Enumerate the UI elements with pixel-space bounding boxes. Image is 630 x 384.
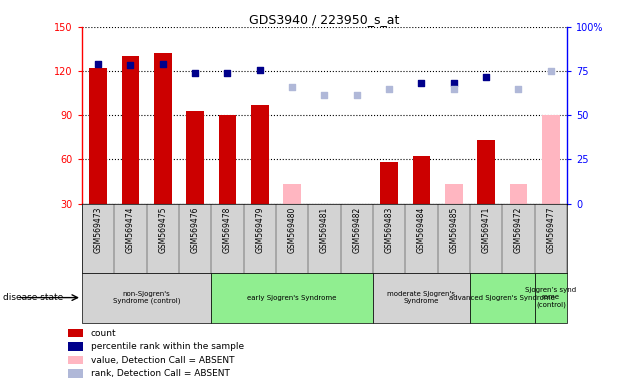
Text: GSM569473: GSM569473 (94, 207, 103, 253)
Bar (284, 184, 301, 204)
Bar (308, 27, 341, 204)
Bar (211, 273, 373, 323)
Text: non-Sjogren's
Syndrome (control): non-Sjogren's Syndrome (control) (113, 291, 180, 305)
Text: value, Detection Call = ABSENT: value, Detection Call = ABSENT (91, 356, 234, 364)
Text: disease state: disease state (3, 293, 64, 302)
Point (222, 70, 232, 76)
Bar (211, 27, 244, 204)
Bar (122, 56, 139, 204)
Bar (68, 356, 83, 364)
Text: advanced Sjogren's Syndrome: advanced Sjogren's Syndrome (449, 295, 555, 301)
Text: Sjogren’s synd
rome
(control): Sjogren’s synd rome (control) (525, 287, 576, 308)
Point (352, 91, 362, 98)
Point (546, 68, 556, 74)
Bar (535, 27, 567, 204)
Bar (445, 184, 462, 204)
Point (287, 84, 297, 90)
Bar (147, 27, 179, 204)
Bar (82, 273, 211, 323)
Text: rank, Detection Call = ABSENT: rank, Detection Call = ABSENT (91, 369, 229, 378)
Bar (68, 329, 83, 338)
Point (449, 86, 459, 92)
Text: early Sjogren's Syndrome: early Sjogren's Syndrome (248, 295, 337, 301)
Bar (186, 111, 204, 204)
Bar (373, 27, 405, 204)
Bar (381, 162, 398, 204)
Text: moderate Sjogren's
Syndrome: moderate Sjogren's Syndrome (387, 291, 455, 304)
Text: GSM569478: GSM569478 (223, 207, 232, 253)
Point (449, 80, 459, 86)
Title: GDS3940 / 223950_s_at: GDS3940 / 223950_s_at (249, 13, 399, 26)
Text: GSM569475: GSM569475 (158, 207, 167, 253)
Bar (219, 115, 236, 204)
Bar (179, 27, 211, 204)
Bar (542, 115, 559, 204)
Bar (470, 273, 535, 323)
Text: GSM569476: GSM569476 (191, 207, 200, 253)
Point (384, 86, 394, 92)
Text: GSM569483: GSM569483 (385, 207, 394, 253)
Bar (114, 27, 147, 204)
Text: count: count (91, 329, 117, 338)
Bar (373, 273, 470, 323)
Text: GSM569480: GSM569480 (288, 207, 297, 253)
Bar (535, 273, 567, 323)
Bar (348, 204, 365, 205)
Point (93, 61, 103, 67)
Point (190, 70, 200, 76)
Bar (68, 342, 83, 351)
Bar (316, 204, 333, 208)
Point (319, 91, 329, 98)
Text: GSM569481: GSM569481 (320, 207, 329, 253)
Text: GSM569471: GSM569471 (482, 207, 491, 253)
Point (125, 62, 135, 68)
Text: GSM569482: GSM569482 (352, 207, 361, 253)
Text: GSM569472: GSM569472 (514, 207, 523, 253)
Bar (341, 27, 373, 204)
Bar (276, 27, 308, 204)
Bar (413, 156, 430, 204)
Bar (502, 27, 535, 204)
Point (416, 80, 427, 86)
Point (481, 74, 491, 80)
Point (255, 66, 265, 73)
Text: GSM569484: GSM569484 (417, 207, 426, 253)
Bar (405, 27, 438, 204)
Point (158, 61, 168, 67)
Text: GSM569477: GSM569477 (546, 207, 555, 253)
Bar (510, 184, 527, 204)
Bar (82, 27, 114, 204)
Bar (154, 53, 171, 204)
Bar (438, 27, 470, 204)
Text: GSM569479: GSM569479 (255, 207, 264, 253)
Bar (68, 369, 83, 378)
Text: GSM569485: GSM569485 (449, 207, 458, 253)
Text: GSM569474: GSM569474 (126, 207, 135, 253)
Point (513, 86, 524, 92)
Bar (251, 105, 268, 204)
Bar (470, 27, 502, 204)
Bar (89, 68, 107, 204)
Bar (244, 27, 276, 204)
Text: percentile rank within the sample: percentile rank within the sample (91, 342, 244, 351)
Bar (478, 140, 495, 204)
